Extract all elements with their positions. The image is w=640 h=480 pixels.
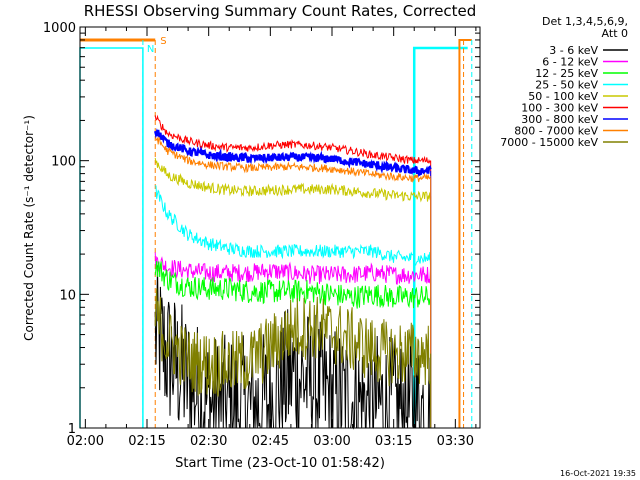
- flag-label-s: S: [160, 36, 166, 47]
- chart-title: RHESSI Observing Summary Count Rates, Co…: [84, 2, 477, 20]
- y-tick-label-100: 100: [51, 155, 76, 170]
- legend-label-7: 300 - 800 keV: [521, 113, 598, 126]
- x-tick-label-0200: 02:00: [67, 434, 104, 449]
- y-tick-label-10: 10: [59, 288, 76, 303]
- legend-label-4: 25 - 50 keV: [535, 79, 598, 92]
- series-line-3: [154, 261, 431, 309]
- legend-label-6: 100 - 300 keV: [521, 102, 598, 115]
- x-tick-label-0300: 03:00: [313, 434, 350, 449]
- series-line-2: [154, 252, 431, 285]
- y-axis-label: Corrected Count Rate (s⁻¹ detector⁻¹): [22, 115, 36, 341]
- series-line-5: [154, 157, 431, 203]
- legend-label-5: 50 - 100 keV: [528, 90, 598, 103]
- legend-label-3: 12 - 25 keV: [535, 67, 598, 80]
- x-tick-label-0245: 02:45: [252, 434, 289, 449]
- flag-label-n: N: [147, 44, 154, 55]
- x-tick-label-0315: 03:15: [375, 434, 412, 449]
- series-line-7: [154, 128, 432, 178]
- y-tick-label-1: 1: [68, 422, 76, 437]
- y-tick-label-1000: 1000: [43, 21, 76, 36]
- plot-frame: [79, 26, 481, 429]
- x-tick-label-0230: 02:30: [190, 434, 227, 449]
- x-tick-label-0330: 03:30: [437, 434, 474, 449]
- series-line-8: [154, 136, 431, 183]
- series-line-6: [154, 114, 431, 165]
- x-axis-label: Start Time (23-Oct-10 01:58:42): [175, 456, 385, 471]
- legend-label-8: 800 - 7000 keV: [514, 125, 598, 138]
- flag-step-orange-right: [458, 39, 472, 428]
- series-line-9: [154, 288, 431, 397]
- legend-header-detectors: Det 1,3,4,5,6,9,: [542, 15, 628, 28]
- timestamp: 16-Oct-2021 19:35: [560, 469, 636, 478]
- legend-label-9: 7000 - 15000 keV: [500, 136, 598, 149]
- x-tick-label-0215: 02:15: [128, 434, 165, 449]
- legend-header-attenuator: Att 0: [602, 27, 628, 40]
- legend-label-2: 6 - 12 keV: [542, 56, 598, 69]
- legend-label-1: 3 - 6 keV: [549, 44, 598, 57]
- series-line-4: [154, 184, 431, 266]
